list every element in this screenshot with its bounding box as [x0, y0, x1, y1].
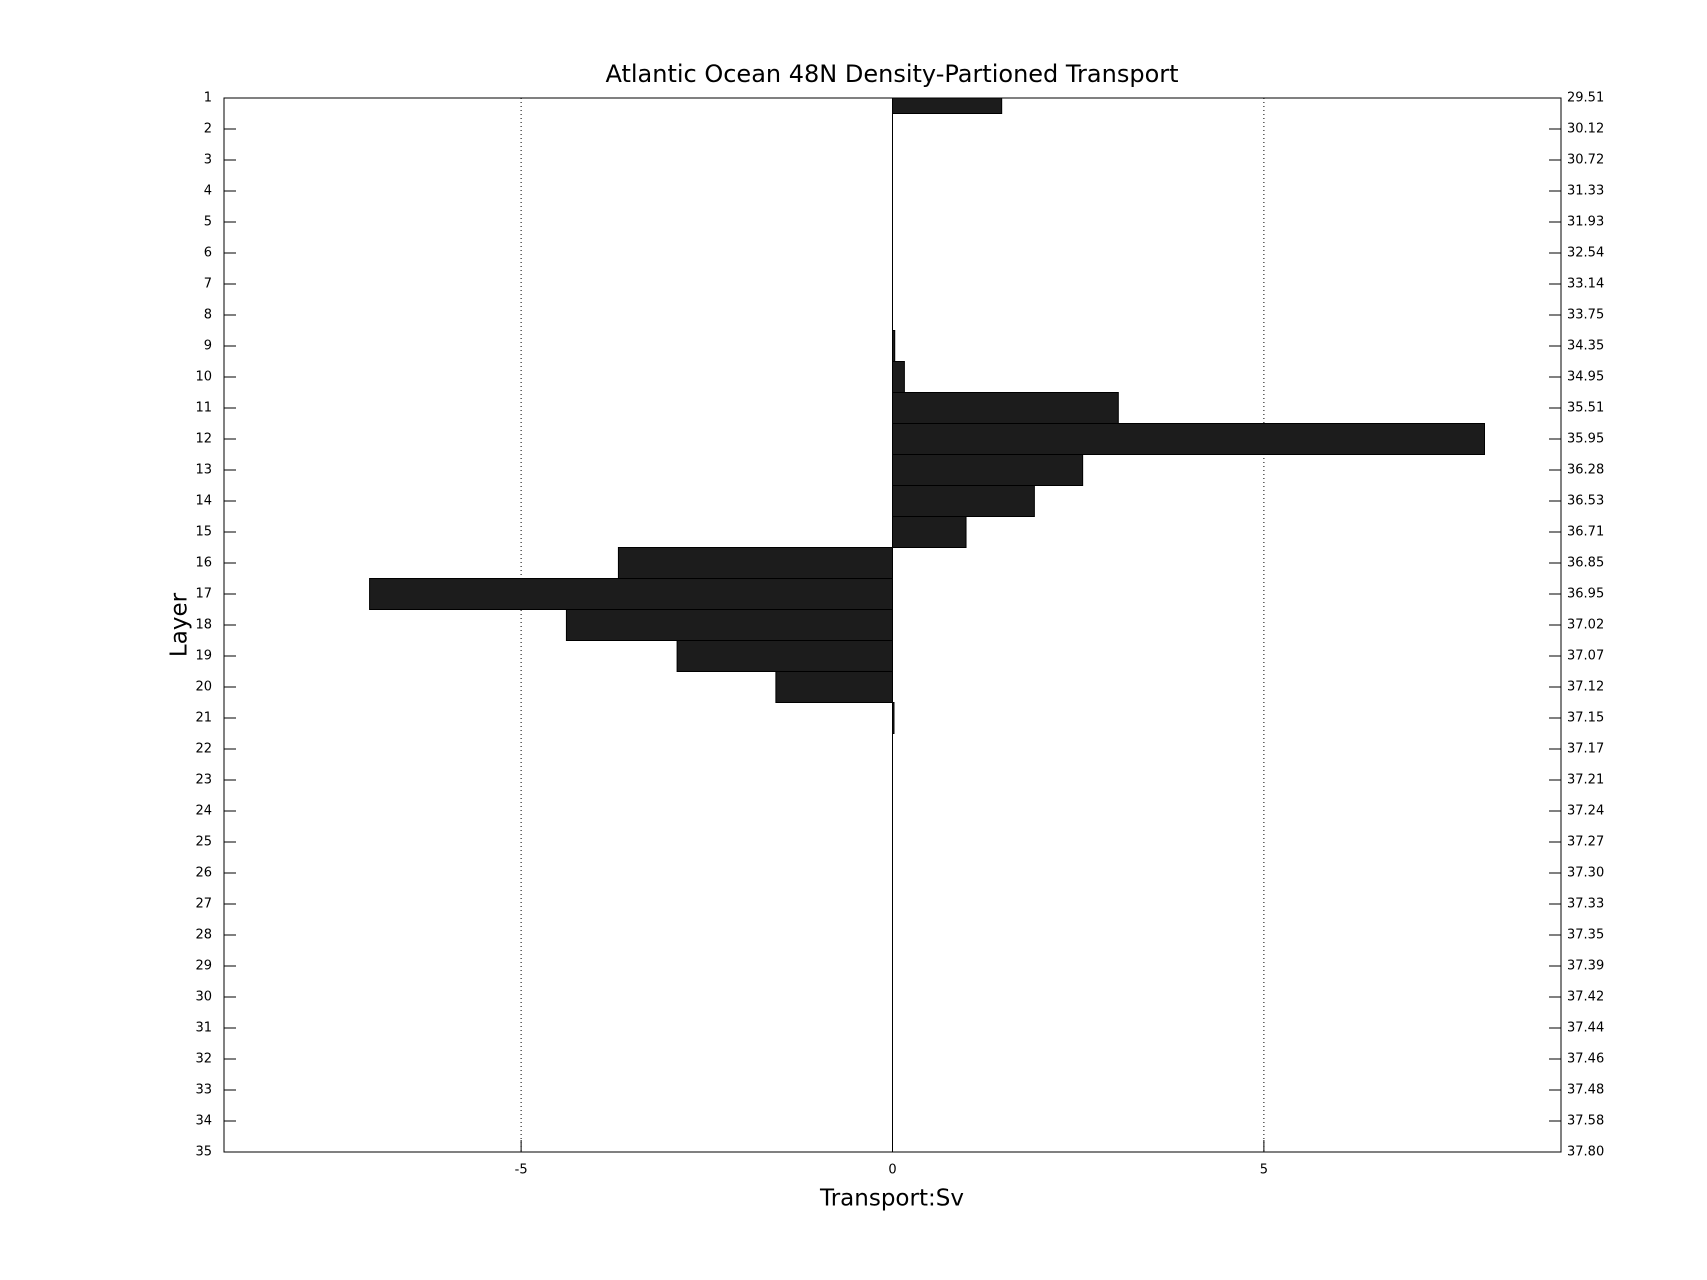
y2-tick-label: 30.72 [1567, 153, 1604, 168]
y2-tick-label: 29.51 [1567, 91, 1604, 106]
y-tick-label: 20 [195, 680, 212, 695]
y2-tick-label: 32.54 [1567, 246, 1604, 261]
y-tick-label: 18 [195, 618, 212, 633]
y2-tick-label: 37.39 [1567, 959, 1604, 974]
x-tick-label: 5 [1260, 1163, 1268, 1178]
y2-tick-label: 37.58 [1567, 1114, 1604, 1129]
y2-tick-label: 37.44 [1567, 1021, 1604, 1036]
y2-tick-label: 35.51 [1567, 401, 1604, 416]
chart-title: Atlantic Ocean 48N Density-Partioned Tra… [605, 60, 1178, 88]
y2-tick-label: 37.02 [1567, 618, 1604, 633]
y2-tick-label: 37.27 [1567, 835, 1604, 850]
y-tick-label: 21 [195, 711, 212, 726]
y-tick-label: 16 [195, 556, 212, 571]
y-tick-label: 27 [195, 897, 212, 912]
y-tick-label: 1 [204, 91, 212, 106]
bar [617, 547, 893, 579]
y2-tick-label: 37.07 [1567, 649, 1604, 664]
y-tick-label: 32 [195, 1052, 212, 1067]
y2-tick-label: 37.80 [1567, 1145, 1604, 1160]
y-tick-label: 13 [195, 463, 212, 478]
y-tick-label: 25 [195, 835, 212, 850]
y2-tick-label: 37.46 [1567, 1052, 1604, 1067]
bar [892, 516, 967, 548]
y2-tick-label: 36.95 [1567, 587, 1604, 602]
y-tick-label: 28 [195, 928, 212, 943]
y-tick-label: 10 [195, 370, 212, 385]
y2-tick-label: 31.33 [1567, 184, 1604, 199]
y-tick-label: 17 [195, 587, 212, 602]
y2-tick-label: 30.12 [1567, 122, 1604, 137]
y-tick-label: 12 [195, 432, 212, 447]
y-tick-label: 5 [204, 215, 212, 230]
y-tick-label: 9 [204, 339, 212, 354]
bar [892, 485, 1035, 517]
bar [892, 392, 1119, 424]
y2-tick-label: 37.48 [1567, 1083, 1604, 1098]
y2-tick-label: 36.53 [1567, 494, 1604, 509]
bar [892, 423, 1485, 455]
y-tick-label: 15 [195, 525, 212, 540]
y-tick-label: 33 [195, 1083, 212, 1098]
y2-tick-label: 37.17 [1567, 742, 1604, 757]
bar [892, 98, 1003, 114]
x-tick-label: -5 [515, 1163, 528, 1178]
y2-tick-label: 37.42 [1567, 990, 1604, 1005]
y2-tick-label: 33.14 [1567, 277, 1604, 292]
y2-tick-label: 37.21 [1567, 773, 1604, 788]
bar [892, 361, 905, 393]
y-tick-label: 7 [204, 277, 212, 292]
y-tick-label: 8 [204, 308, 212, 323]
y2-tick-label: 36.28 [1567, 463, 1604, 478]
y-tick-label: 3 [204, 153, 212, 168]
y-tick-label: 14 [195, 494, 212, 509]
bar [369, 578, 893, 610]
y-tick-label: 31 [195, 1021, 212, 1036]
y2-tick-label: 37.33 [1567, 897, 1604, 912]
bar [676, 640, 893, 672]
y2-tick-label: 34.95 [1567, 370, 1604, 385]
y2-tick-label: 36.85 [1567, 556, 1604, 571]
y2-tick-label: 37.35 [1567, 928, 1604, 943]
bar [565, 609, 893, 641]
plot-area [369, 98, 1485, 1152]
y2-tick-label: 37.15 [1567, 711, 1604, 726]
x-tick-label: 0 [888, 1163, 896, 1178]
y2-tick-label: 34.35 [1567, 339, 1604, 354]
y-tick-label: 26 [195, 866, 212, 881]
y2-tick-label: 37.30 [1567, 866, 1604, 881]
y-tick-label: 23 [195, 773, 212, 788]
y-tick-label: 22 [195, 742, 212, 757]
y-tick-label: 34 [195, 1114, 212, 1129]
bar [892, 454, 1084, 486]
y2-tick-label: 33.75 [1567, 308, 1604, 323]
y-tick-label: 19 [195, 649, 212, 664]
y-tick-label: 11 [195, 401, 212, 416]
x-axis-label: Transport:Sv [819, 1186, 964, 1212]
y-tick-label: 24 [195, 804, 212, 819]
y-tick-label: 6 [204, 246, 212, 261]
y-tick-label: 35 [195, 1145, 212, 1160]
y2-tick-label: 37.12 [1567, 680, 1604, 695]
y-tick-label: 30 [195, 990, 212, 1005]
y2-tick-label: 31.93 [1567, 215, 1604, 230]
y2-tick-label: 36.71 [1567, 525, 1604, 540]
y-tick-label: 4 [204, 184, 212, 199]
y-tick-label: 29 [195, 959, 212, 974]
y2-tick-label: 37.24 [1567, 804, 1604, 819]
y-axis-label: Layer [167, 592, 193, 657]
y2-tick-label: 35.95 [1567, 432, 1604, 447]
y-tick-label: 2 [204, 122, 212, 137]
bar [775, 671, 894, 703]
